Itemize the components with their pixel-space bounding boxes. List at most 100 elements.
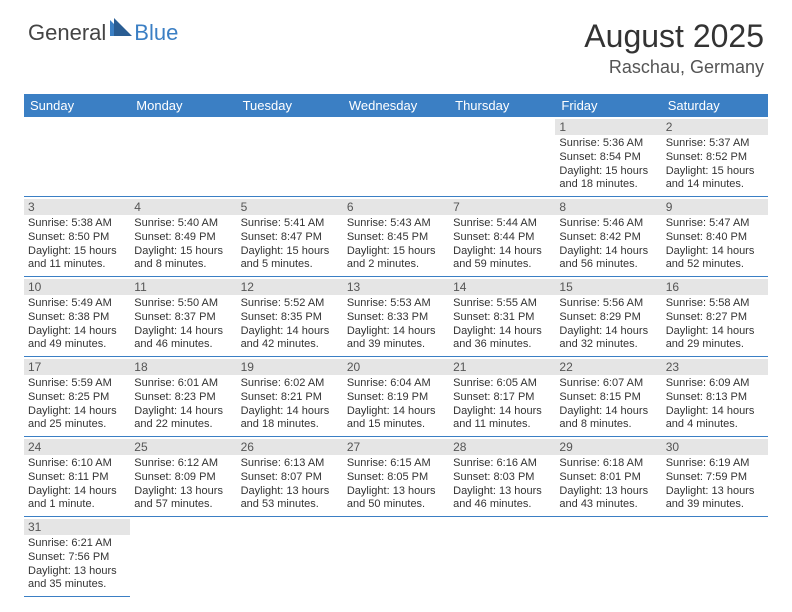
calendar-cell bbox=[343, 517, 449, 597]
calendar-cell: 24 Sunrise: 6:10 AMSunset: 8:11 PMDayligh… bbox=[24, 437, 130, 517]
weekday-header: Saturday bbox=[662, 94, 768, 117]
day-number: 7 bbox=[449, 199, 555, 215]
calendar-cell: 21 Sunrise: 6:05 AMSunset: 8:17 PMDayligh… bbox=[449, 357, 555, 437]
day-number: 17 bbox=[24, 359, 130, 375]
day-details: Sunrise: 6:16 AMSunset: 8:03 PMDaylight:… bbox=[453, 457, 551, 512]
day-number: 21 bbox=[449, 359, 555, 375]
day-details: Sunrise: 5:58 AMSunset: 8:27 PMDaylight:… bbox=[666, 297, 764, 352]
calendar-cell bbox=[237, 517, 343, 597]
calendar-cell bbox=[449, 517, 555, 597]
calendar-body: 1Sunrise: 5:36 AMSunset: 8:54 PMDaylight… bbox=[24, 117, 768, 597]
calendar-cell: 15Sunrise: 5:56 AMSunset: 8:29 PMDayligh… bbox=[555, 277, 661, 357]
calendar-cell: 20Sunrise: 6:04 AMSunset: 8:19 PMDayligh… bbox=[343, 357, 449, 437]
calendar-cell bbox=[662, 517, 768, 597]
title-block: August 2025 Raschau, Germany bbox=[584, 18, 764, 78]
calendar-cell bbox=[24, 117, 130, 197]
location: Raschau, Germany bbox=[584, 57, 764, 78]
calendar-cell bbox=[130, 117, 236, 197]
weekday-header: Thursday bbox=[449, 94, 555, 117]
day-details: Sunrise: 5:47 AMSunset: 8:40 PMDaylight:… bbox=[666, 217, 764, 272]
calendar-cell: 11Sunrise: 5:50 AMSunset: 8:37 PMDayligh… bbox=[130, 277, 236, 357]
day-number: 29 bbox=[555, 439, 661, 455]
day-number: 20 bbox=[343, 359, 449, 375]
day-details: Sunrise: 6:10 AMSunset: 8:11 PMDaylight:… bbox=[28, 457, 126, 512]
day-details: Sunrise: 6:09 AMSunset: 8:13 PMDaylight:… bbox=[666, 377, 764, 432]
day-number: 2 bbox=[662, 119, 768, 135]
calendar-cell bbox=[237, 117, 343, 197]
day-details: Sunrise: 6:01 AMSunset: 8:23 PMDaylight:… bbox=[134, 377, 232, 432]
day-number: 25 bbox=[130, 439, 236, 455]
day-details: Sunrise: 6:12 AMSunset: 8:09 PMDaylight:… bbox=[134, 457, 232, 512]
sail-icon bbox=[110, 18, 132, 41]
day-number: 24 bbox=[24, 439, 130, 455]
day-number: 15 bbox=[555, 279, 661, 295]
day-number: 18 bbox=[130, 359, 236, 375]
day-details: Sunrise: 6:05 AMSunset: 8:17 PMDaylight:… bbox=[453, 377, 551, 432]
calendar-cell: 8Sunrise: 5:46 AMSunset: 8:42 PMDaylight… bbox=[555, 197, 661, 277]
day-number: 26 bbox=[237, 439, 343, 455]
day-details: Sunrise: 5:40 AMSunset: 8:49 PMDaylight:… bbox=[134, 217, 232, 272]
weekday-header: Friday bbox=[555, 94, 661, 117]
weekday-header: Tuesday bbox=[237, 94, 343, 117]
header: General Blue August 2025 Raschau, German… bbox=[0, 0, 792, 86]
weekday-header: Sunday bbox=[24, 94, 130, 117]
day-number: 6 bbox=[343, 199, 449, 215]
calendar-cell: 10Sunrise: 5:49 AMSunset: 8:38 PMDayligh… bbox=[24, 277, 130, 357]
day-details: Sunrise: 6:19 AMSunset: 7:59 PMDaylight:… bbox=[666, 457, 764, 512]
day-number: 27 bbox=[343, 439, 449, 455]
calendar-cell bbox=[449, 117, 555, 197]
calendar-cell: 22 Sunrise: 6:07 AMSunset: 8:15 PMDayligh… bbox=[555, 357, 661, 437]
day-details: Sunrise: 6:18 AMSunset: 8:01 PMDaylight:… bbox=[559, 457, 657, 512]
day-details: Sunrise: 5:37 AMSunset: 8:52 PMDaylight:… bbox=[666, 137, 764, 192]
day-number: 31 bbox=[24, 519, 130, 535]
calendar-cell: 2 Sunrise: 5:37 AMSunset: 8:52 PMDaylight… bbox=[662, 117, 768, 197]
day-number: 22 bbox=[555, 359, 661, 375]
calendar-cell: 31Sunrise: 6:21 AMSunset: 7:56 PMDayligh… bbox=[24, 517, 130, 597]
day-details: Sunrise: 6:15 AMSunset: 8:05 PMDaylight:… bbox=[347, 457, 445, 512]
day-number: 9 bbox=[662, 199, 768, 215]
calendar-cell: 9 Sunrise: 5:47 AMSunset: 8:40 PMDaylight… bbox=[662, 197, 768, 277]
day-number: 28 bbox=[449, 439, 555, 455]
day-details: Sunrise: 5:41 AMSunset: 8:47 PMDaylight:… bbox=[241, 217, 339, 272]
calendar-cell bbox=[343, 117, 449, 197]
day-number: 13 bbox=[343, 279, 449, 295]
day-details: Sunrise: 6:07 AMSunset: 8:15 PMDaylight:… bbox=[559, 377, 657, 432]
weekday-header: Monday bbox=[130, 94, 236, 117]
calendar-cell: 13Sunrise: 5:53 AMSunset: 8:33 PMDayligh… bbox=[343, 277, 449, 357]
day-number: 3 bbox=[24, 199, 130, 215]
day-details: Sunrise: 5:36 AMSunset: 8:54 PMDaylight:… bbox=[559, 137, 657, 192]
calendar-cell: 5 Sunrise: 5:41 AMSunset: 8:47 PMDaylight… bbox=[237, 197, 343, 277]
day-details: Sunrise: 5:59 AMSunset: 8:25 PMDaylight:… bbox=[28, 377, 126, 432]
logo-text-main: General bbox=[28, 20, 106, 46]
calendar-cell: 12Sunrise: 5:52 AMSunset: 8:35 PMDayligh… bbox=[237, 277, 343, 357]
day-number: 12 bbox=[237, 279, 343, 295]
calendar-cell: 1Sunrise: 5:36 AMSunset: 8:54 PMDaylight… bbox=[555, 117, 661, 197]
calendar-cell: 28 Sunrise: 6:16 AMSunset: 8:03 PMDayligh… bbox=[449, 437, 555, 517]
day-number: 30 bbox=[662, 439, 768, 455]
calendar-cell: 19Sunrise: 6:02 AMSunset: 8:21 PMDayligh… bbox=[237, 357, 343, 437]
calendar-cell: 23Sunrise: 6:09 AMSunset: 8:13 PMDayligh… bbox=[662, 357, 768, 437]
calendar-cell: 14 Sunrise: 5:55 AMSunset: 8:31 PMDayligh… bbox=[449, 277, 555, 357]
day-number: 14 bbox=[449, 279, 555, 295]
day-details: Sunrise: 5:38 AMSunset: 8:50 PMDaylight:… bbox=[28, 217, 126, 272]
weekday-header: Wednesday bbox=[343, 94, 449, 117]
day-number: 5 bbox=[237, 199, 343, 215]
day-number: 11 bbox=[130, 279, 236, 295]
day-details: Sunrise: 5:49 AMSunset: 8:38 PMDaylight:… bbox=[28, 297, 126, 352]
month-title: August 2025 bbox=[584, 18, 764, 55]
day-details: Sunrise: 5:55 AMSunset: 8:31 PMDaylight:… bbox=[453, 297, 551, 352]
calendar-cell: 7Sunrise: 5:44 AMSunset: 8:44 PMDaylight… bbox=[449, 197, 555, 277]
logo: General Blue bbox=[28, 18, 178, 47]
calendar-head: SundayMondayTuesdayWednesdayThursdayFrid… bbox=[24, 94, 768, 117]
calendar-cell: 16Sunrise: 5:58 AMSunset: 8:27 PMDayligh… bbox=[662, 277, 768, 357]
calendar-cell: 3 Sunrise: 5:38 AMSunset: 8:50 PMDaylight… bbox=[24, 197, 130, 277]
day-number: 4 bbox=[130, 199, 236, 215]
calendar-cell: 17 Sunrise: 5:59 AMSunset: 8:25 PMDayligh… bbox=[24, 357, 130, 437]
day-details: Sunrise: 5:43 AMSunset: 8:45 PMDaylight:… bbox=[347, 217, 445, 272]
day-details: Sunrise: 5:46 AMSunset: 8:42 PMDaylight:… bbox=[559, 217, 657, 272]
calendar-cell: 27 Sunrise: 6:15 AMSunset: 8:05 PMDayligh… bbox=[343, 437, 449, 517]
calendar-cell bbox=[130, 517, 236, 597]
calendar: SundayMondayTuesdayWednesdayThursdayFrid… bbox=[24, 94, 768, 597]
calendar-cell: 25 Sunrise: 6:12 AMSunset: 8:09 PMDayligh… bbox=[130, 437, 236, 517]
day-details: Sunrise: 6:13 AMSunset: 8:07 PMDaylight:… bbox=[241, 457, 339, 512]
